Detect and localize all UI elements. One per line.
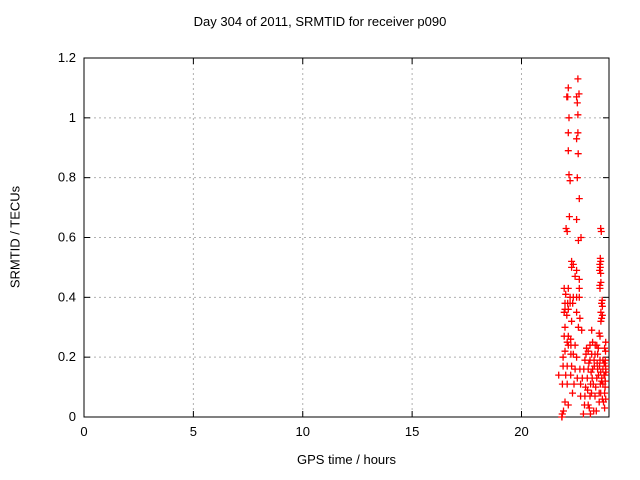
x-tick-label: 0: [80, 424, 87, 439]
chart-title: Day 304 of 2011, SRMTID for receiver p09…: [193, 14, 447, 29]
y-tick-label: 0.2: [58, 349, 76, 364]
data-point-markers: [555, 75, 610, 421]
x-tick-label: 5: [190, 424, 197, 439]
y-tick-label: 0.6: [58, 230, 76, 245]
y-tick-label: 0.4: [58, 289, 76, 304]
y-tick-label: 0: [69, 409, 76, 424]
y-tick-label: 0.8: [58, 170, 76, 185]
y-tick-label: 1: [69, 110, 76, 125]
x-tick-label: 10: [296, 424, 310, 439]
y-tick-label: 1.2: [58, 50, 76, 65]
x-tick-label: 15: [405, 424, 419, 439]
x-tick-label: 20: [514, 424, 528, 439]
x-axis-label: GPS time / hours: [297, 452, 396, 467]
